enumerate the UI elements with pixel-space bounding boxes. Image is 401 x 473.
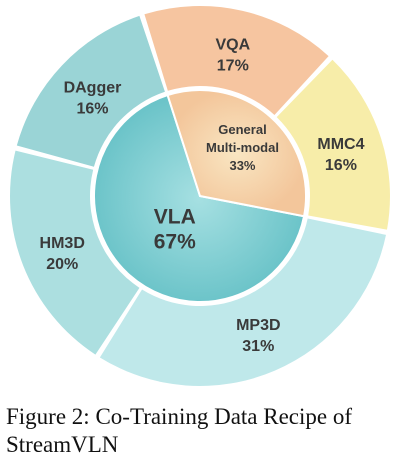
value-general-multi-modal: 33%	[229, 158, 255, 173]
label-mp3d: MP3D	[236, 317, 280, 334]
outer-ring	[10, 6, 390, 387]
slice-outer-hm3d	[10, 150, 140, 355]
label-hm3d: HM3D	[40, 235, 85, 252]
slice-inner-vla	[93, 93, 306, 303]
figure-label: Figure 2:	[6, 404, 90, 429]
label-mmc4: MMC4	[317, 136, 364, 153]
chart-labels: MP3D 31% HM3D 20% DAgger 16% VQA 17% MMC4 16% VLA6…	[40, 37, 365, 355]
value-mp3d: 31%	[242, 338, 274, 355]
sunburst-chart: MP3D 31% HM3D 20% DAgger 16% VQA 17% MMC4 16% VLA6…	[10, 6, 390, 387]
slice-inner-general-multi-modal	[166, 89, 307, 218]
caption-text: Co-Training Data Recipe of StreamVLN	[6, 404, 353, 457]
slice-outer-dagger	[16, 15, 165, 167]
value-vla: 67%	[154, 230, 196, 253]
value-hm3d: 20%	[46, 256, 78, 273]
slice-outer-mmc4	[276, 59, 390, 230]
value-dagger: 16%	[76, 100, 108, 117]
label-vqa: VQA	[215, 37, 250, 54]
label-general-multi-modal-line-1: General	[218, 122, 266, 137]
label-dagger: DAgger	[64, 79, 122, 96]
value-vqa: 17%	[217, 58, 249, 75]
label-general-multi-modal-line-2: Multi-modal	[206, 140, 279, 155]
figure-caption: Figure 2: Co-Training Data Recipe of Str…	[6, 403, 398, 459]
inner-ring	[93, 89, 307, 303]
value-mmc4: 16%	[325, 157, 357, 174]
slice-outer-mp3d	[99, 218, 386, 387]
slice-outer-vqa	[144, 6, 329, 116]
label-vla: VLA	[154, 205, 196, 228]
